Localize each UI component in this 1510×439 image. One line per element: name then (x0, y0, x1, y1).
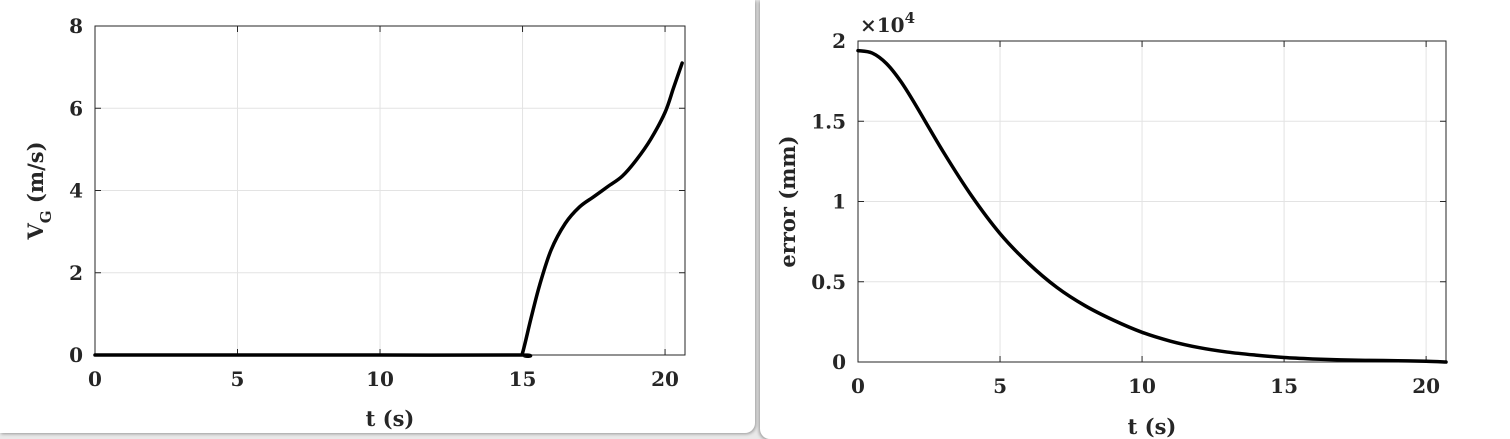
x-axis-label: t (s) (1128, 414, 1177, 439)
y-label-unit: (m/s) (23, 141, 48, 210)
x-tick-label: 5 (231, 367, 245, 391)
x-tick-label: 15 (1270, 374, 1298, 398)
y-axis-label: error (mm) (775, 135, 800, 267)
error-chart: 0 5 10 15 20 0 0.5 1 1.5 2 t (s) error (mm) ×104 (775, 9, 1448, 439)
y-label-main: V (23, 223, 48, 241)
y-tick-label: 0 (832, 350, 846, 374)
x-axis-label: t (s) (366, 406, 415, 431)
x-tick-label: 10 (1128, 374, 1156, 398)
axis-exponent-label: ×104 (860, 9, 915, 37)
y-tick-label: 0 (69, 343, 83, 367)
y-tick-label: 0.5 (811, 270, 846, 294)
y-tick-label: 6 (69, 96, 83, 120)
y-tick-label: 1.5 (811, 109, 846, 133)
y-tick-label: 2 (69, 261, 83, 285)
series-line-0 (93, 61, 684, 358)
x-tick-label: 5 (993, 374, 1007, 398)
series-line-0 (856, 48, 1448, 364)
x-tick-label: 10 (366, 367, 394, 391)
right-chart-panel: 0 5 10 15 20 0 0.5 1 1.5 2 t (s) error (mm) ×104 (760, 0, 1510, 439)
y-tick-label: 4 (69, 179, 83, 203)
left-chart-panel: 0 5 10 15 20 0 2 4 6 8 t (s) VG (m/s) (0, 0, 755, 433)
velocity-chart: 0 5 10 15 20 0 2 4 6 8 t (s) VG (m/s) (23, 14, 686, 431)
x-tick-label: 20 (651, 367, 679, 391)
y-label-subscript: G (37, 210, 55, 223)
x-tick-label: 15 (509, 367, 537, 391)
exponent-power: 4 (905, 9, 915, 27)
x-tick-label: 0 (851, 374, 865, 398)
exponent-base: ×10 (860, 13, 905, 37)
x-tick-label: 20 (1412, 374, 1440, 398)
y-tick-label: 8 (69, 14, 83, 38)
y-axis-label: VG (m/s) (23, 141, 55, 240)
x-tick-label: 0 (88, 367, 102, 391)
y-tick-label: 2 (832, 29, 846, 53)
y-tick-label: 1 (832, 190, 846, 214)
